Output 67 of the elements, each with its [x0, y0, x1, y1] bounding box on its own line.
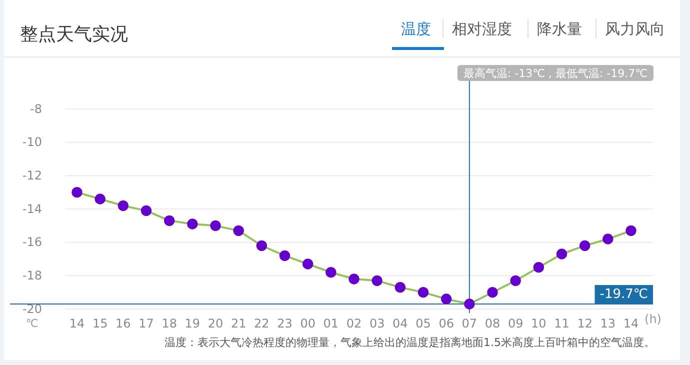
point: [418, 286, 429, 298]
point: [140, 205, 152, 216]
x-tick-label: 14: [623, 316, 639, 331]
x-axis-title: (h): [644, 312, 662, 326]
y-tick-label: -18: [22, 268, 42, 283]
point: [464, 298, 475, 310]
point: [510, 275, 521, 286]
point: [579, 240, 590, 252]
x-tick-label: 01: [323, 316, 339, 331]
point: [440, 294, 452, 304]
x-tick-label: 02: [346, 316, 362, 331]
x-tick-label: 22: [254, 316, 270, 331]
x-tick-label: 16: [116, 316, 131, 331]
x-tick-label: 13: [600, 316, 616, 331]
x-tick-label: 15: [92, 316, 108, 331]
x-tick-label: 20: [208, 316, 224, 331]
x-tick-label: 07: [462, 316, 478, 331]
x-tick-label: 00: [300, 316, 316, 331]
point: [348, 274, 360, 284]
text: 降水量: [537, 20, 582, 38]
x-tick-label: 14: [69, 316, 85, 331]
point: [394, 282, 406, 293]
x-tick-label: 21: [230, 316, 246, 331]
point: [326, 266, 336, 278]
chart-title: 整点天气实况: [20, 24, 128, 45]
x-tick-label: 10: [531, 316, 546, 331]
y-tick-label: -14: [22, 202, 42, 216]
point: [533, 262, 544, 273]
x-tick-label: 23: [277, 316, 292, 331]
text: 温度：表示大气冷热程度的物理量，气象上给出的温度是指离地面1.5米高度上百叶箱中的空气温度。: [164, 336, 655, 349]
point: [94, 194, 106, 204]
x-tick-label: 19: [184, 316, 200, 331]
x-tick-label: 09: [508, 316, 524, 331]
y-tick-label: -12: [22, 168, 42, 183]
x-tick-label: 17: [138, 316, 154, 331]
ref-line-label: -19.7℃: [600, 287, 648, 302]
point: [372, 275, 382, 286]
point: [118, 200, 129, 212]
x-tick-label: 08: [484, 316, 500, 331]
x-tick-label: 12: [577, 316, 592, 331]
y-tick-label: -8: [30, 102, 42, 116]
text: 温度: [401, 20, 431, 38]
point: [187, 218, 198, 230]
point: [602, 234, 614, 244]
point: [302, 258, 314, 270]
point: [164, 215, 175, 226]
x-tick-label: 05: [416, 316, 431, 331]
point: [72, 186, 82, 198]
text: 相对湿度: [452, 20, 512, 38]
point: [626, 225, 636, 236]
point: [279, 250, 290, 262]
x-tick-label: 06: [438, 316, 454, 331]
x-tick-label: 03: [369, 316, 385, 331]
y-tick-label: -20: [22, 302, 42, 316]
y-tick-label: -16: [22, 235, 42, 250]
y-tick-label: -10: [22, 135, 42, 150]
x-tick-label: 04: [392, 316, 408, 331]
x-tick-label: 11: [554, 316, 570, 331]
text: 风力风向: [605, 20, 665, 38]
point: [487, 286, 498, 298]
point: [210, 220, 221, 232]
x-tick-label: 18: [162, 316, 177, 331]
point: [233, 225, 244, 236]
y-axis-title: ℃: [26, 317, 38, 330]
point: [556, 248, 568, 260]
annotation: 最高气温: -13℃ , 最低气温: -19.7℃: [463, 67, 648, 80]
point: [256, 240, 268, 252]
